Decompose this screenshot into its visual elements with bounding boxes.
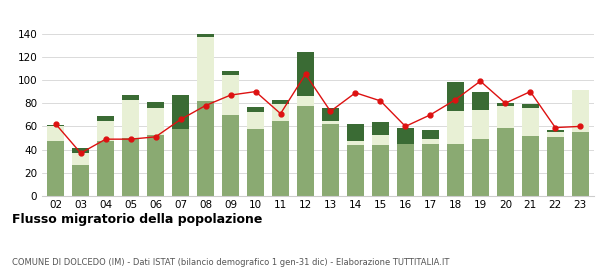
Bar (422, 139, 439, 144)
Bar (72, 153, 89, 165)
Bar (222, 71, 239, 75)
Bar (572, 90, 589, 132)
Bar (97, 116, 115, 121)
Bar (372, 134, 389, 145)
Bar (347, 141, 364, 145)
Bar (347, 145, 364, 196)
Bar (322, 108, 339, 121)
Bar (322, 124, 339, 196)
Bar (272, 100, 289, 104)
Bar (247, 129, 264, 196)
Bar (172, 95, 190, 129)
Bar (497, 106, 514, 128)
Text: COMUNE DI DOLCEDO (IM) - Dati ISTAT (bilancio demografico 1 gen-31 dic) - Elabor: COMUNE DI DOLCEDO (IM) - Dati ISTAT (bil… (12, 258, 449, 267)
Bar (197, 101, 214, 196)
Bar (247, 113, 264, 129)
Bar (122, 100, 139, 138)
Bar (446, 82, 464, 111)
Bar (521, 136, 539, 196)
Bar (222, 115, 239, 196)
Bar (521, 104, 539, 108)
Bar (297, 96, 314, 106)
Bar (272, 121, 289, 196)
Bar (297, 52, 314, 96)
Bar (172, 129, 190, 196)
Bar (322, 121, 339, 124)
Bar (272, 104, 289, 121)
Bar (497, 128, 514, 196)
Bar (197, 32, 214, 37)
Bar (247, 107, 264, 113)
Bar (521, 108, 539, 136)
Bar (547, 137, 564, 196)
Bar (472, 110, 489, 139)
Bar (472, 139, 489, 196)
Bar (122, 95, 139, 100)
Bar (397, 144, 414, 196)
Bar (47, 141, 64, 196)
Bar (97, 141, 115, 196)
Bar (72, 148, 89, 153)
Bar (147, 134, 164, 196)
Bar (297, 106, 314, 196)
Text: Flusso migratorio della popolazione: Flusso migratorio della popolazione (12, 213, 262, 226)
Bar (422, 144, 439, 196)
Bar (72, 165, 89, 196)
Bar (197, 37, 214, 101)
Bar (47, 125, 64, 126)
Bar (347, 124, 364, 141)
Bar (572, 132, 589, 196)
Bar (547, 132, 564, 137)
Bar (446, 111, 464, 144)
Bar (422, 130, 439, 139)
Bar (497, 103, 514, 106)
Bar (397, 128, 414, 144)
Bar (372, 122, 389, 134)
Bar (446, 144, 464, 196)
Bar (222, 75, 239, 115)
Bar (47, 126, 64, 141)
Bar (147, 102, 164, 108)
Bar (547, 130, 564, 132)
Bar (147, 108, 164, 134)
Bar (122, 138, 139, 196)
Bar (472, 92, 489, 110)
Bar (372, 145, 389, 196)
Bar (97, 121, 115, 141)
